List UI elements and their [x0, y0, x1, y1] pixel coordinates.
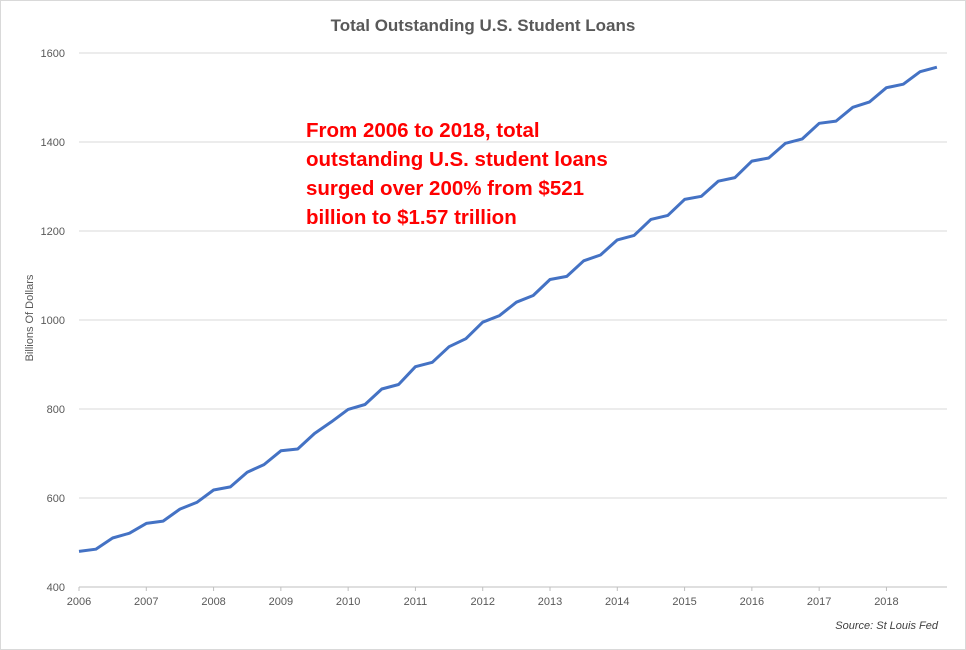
x-tick-label: 2015 — [672, 596, 696, 608]
x-tick-label: 2014 — [605, 596, 629, 608]
x-tick-label: 2017 — [807, 596, 831, 608]
y-tick-label: 1400 — [41, 137, 65, 149]
y-tick-labels: 400 600 800 1000 1200 1400 1600 — [41, 48, 65, 594]
x-tick-label: 2006 — [67, 596, 91, 608]
y-tick-label: 800 — [47, 404, 65, 416]
y-tick-label: 1000 — [41, 315, 65, 327]
y-tick-label: 1200 — [41, 226, 65, 238]
x-tick-labels: 2006 2007 2008 2009 2010 2011 2012 2013 2014 2015… — [67, 587, 899, 608]
x-tick-label: 2016 — [740, 596, 764, 608]
x-tick-label: 2013 — [538, 596, 562, 608]
chart-title: Total Outstanding U.S. Student Loans — [330, 16, 636, 35]
y-tick-label: 1600 — [41, 48, 65, 60]
source-note: Source: St Louis Fed — [835, 620, 938, 632]
x-tick-label: 2012 — [470, 596, 494, 608]
chart-annotation: From 2006 to 2018, total outstanding U.S… — [306, 119, 608, 229]
x-tick-label: 2018 — [874, 596, 898, 608]
x-tick-label: 2011 — [404, 596, 428, 608]
x-tick-label: 2010 — [336, 596, 360, 608]
y-tick-label: 400 — [47, 582, 65, 594]
y-tick-label: 600 — [47, 493, 65, 505]
gridlines — [79, 52, 947, 588]
series-line — [78, 65, 938, 553]
x-tick-label: 2008 — [201, 596, 225, 608]
x-tick-label: 2009 — [269, 596, 293, 608]
x-tick-label: 2007 — [134, 596, 158, 608]
